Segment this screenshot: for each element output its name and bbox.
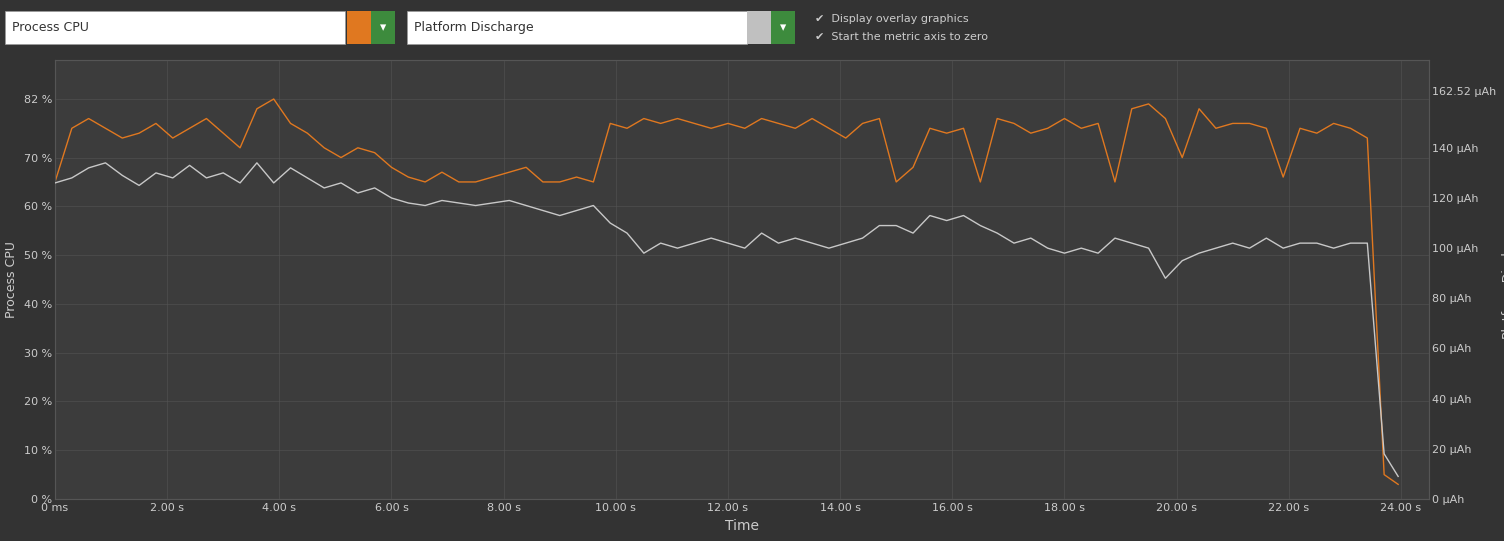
- Bar: [772, 11, 796, 44]
- Y-axis label: Platform Discharge: Platform Discharge: [1501, 220, 1504, 339]
- Text: ✔  Display overlay graphics: ✔ Display overlay graphics: [815, 14, 969, 24]
- Bar: [371, 11, 396, 44]
- Bar: [5, 11, 344, 44]
- Text: Platform Discharge: Platform Discharge: [414, 21, 534, 34]
- Bar: [747, 11, 772, 44]
- Y-axis label: Process CPU: Process CPU: [6, 241, 18, 318]
- Text: ✔  Start the metric axis to zero: ✔ Start the metric axis to zero: [815, 32, 988, 42]
- Text: Process CPU: Process CPU: [12, 21, 89, 34]
- Bar: [347, 11, 371, 44]
- X-axis label: Time: Time: [725, 519, 760, 533]
- Text: ▾: ▾: [781, 21, 787, 34]
- Bar: [408, 11, 747, 44]
- Text: ▾: ▾: [381, 21, 387, 34]
